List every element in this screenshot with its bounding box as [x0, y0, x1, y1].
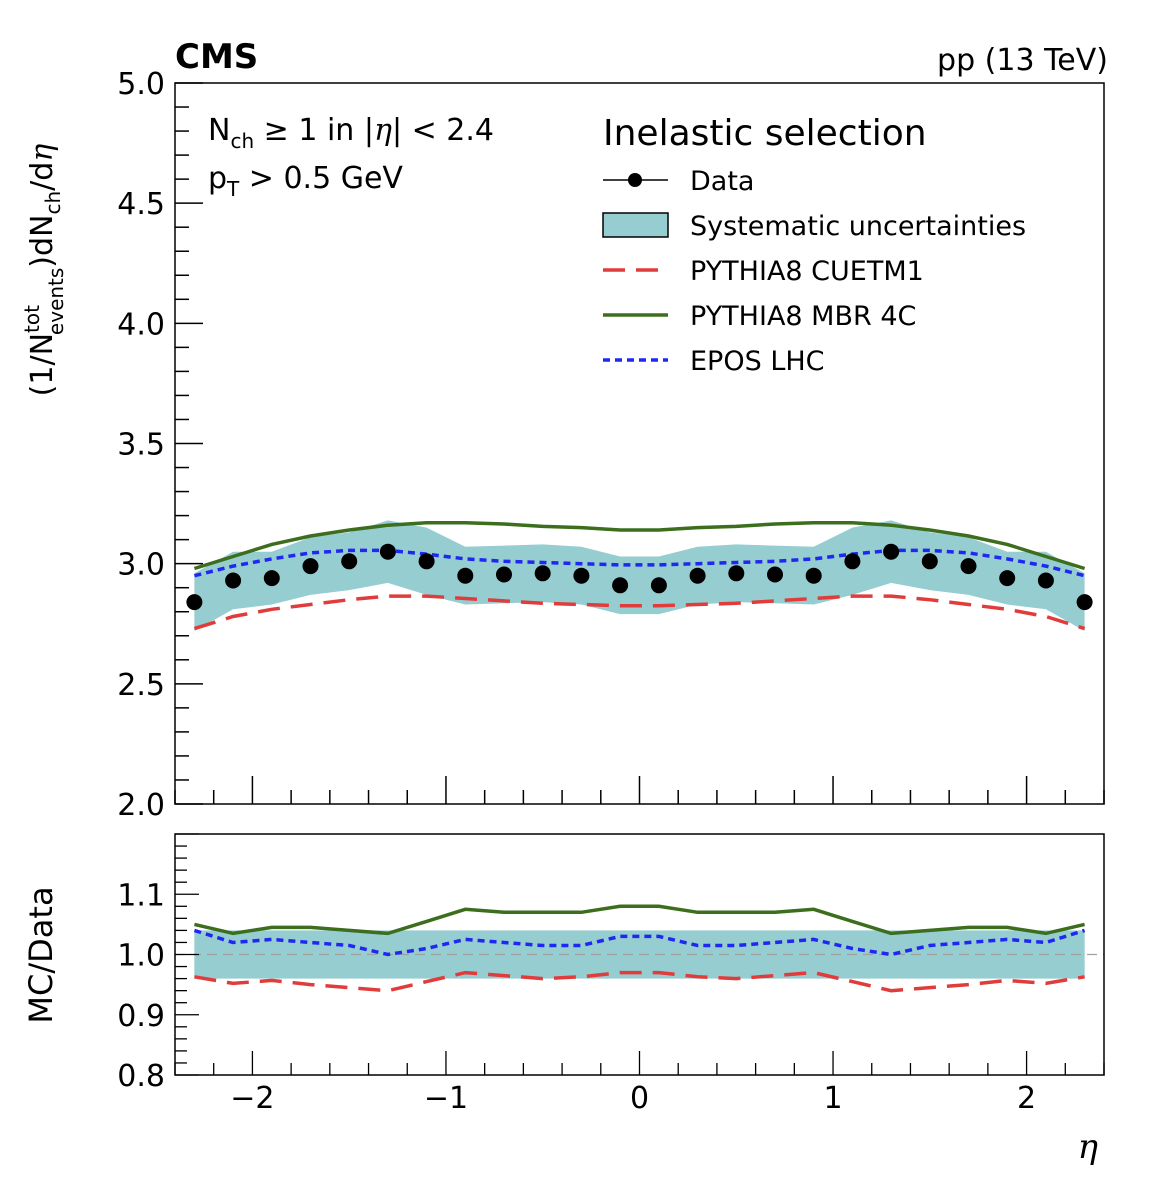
legend-entry-mbr4c: PYTHIA8 MBR 4C: [603, 301, 916, 332]
data-point: [728, 565, 745, 582]
data-point: [457, 567, 474, 584]
ylabel-sup: tot: [20, 305, 44, 333]
systematic-band-area: [194, 520, 1085, 631]
legend-epos-label: EPOS LHC: [690, 346, 825, 377]
legend-entry-epos: EPOS LHC: [603, 346, 825, 377]
x-tick-label: −1: [424, 1081, 468, 1116]
legend-title: Inelastic selection: [603, 113, 927, 154]
y-tick-label: 4.5: [117, 187, 165, 222]
data-point: [534, 565, 551, 582]
data-points: [186, 543, 1093, 611]
data-point: [1076, 594, 1093, 611]
x-tick-label: 2: [1017, 1081, 1036, 1116]
energy-label: pp (13 TeV): [937, 43, 1108, 78]
y-tick-label: 5.0: [117, 67, 165, 102]
legend-band-swatch: [602, 212, 669, 238]
ylabel-sub2: ch: [41, 191, 65, 215]
ratio-cuetm1-curve: [194, 970, 1085, 993]
ratio-mbr4c-curve: [194, 904, 1085, 936]
y-tick-label: 2.0: [117, 788, 165, 823]
legend-entry-data: Data: [603, 166, 754, 197]
legend-data-label: Data: [690, 166, 754, 197]
data-point: [883, 543, 900, 560]
data-point: [379, 543, 396, 560]
ratio-axis-ticks: 0.8 0.9 1.0 1.1: [117, 833, 1105, 1094]
data-point: [496, 566, 512, 583]
experiment-label: CMS: [175, 37, 258, 77]
ratio-y-tick-label: 0.8: [117, 1059, 165, 1094]
data-point: [921, 553, 938, 570]
data-point: [418, 553, 435, 570]
x-tick-label: −2: [230, 1081, 274, 1116]
ratio-y-tick-label: 1.0: [117, 939, 165, 974]
legend-entry-systematics: Systematic uncertainties: [602, 211, 1026, 242]
legend-entry-cuetm1: PYTHIA8 CUETM1: [603, 256, 924, 287]
ratio-epos-curve: [193, 928, 1086, 957]
ylabel-sub: events: [44, 268, 68, 335]
x-tick-label: 1: [823, 1081, 842, 1116]
ratio-panel: 0.8 0.9 1.0 1.1: [117, 833, 1105, 1094]
data-point: [341, 553, 358, 570]
x-tick-label: 0: [630, 1081, 649, 1116]
ratio-panel-frame: [174, 833, 1105, 1076]
ratio-model-curves: [193, 904, 1086, 993]
data-point: [186, 594, 203, 611]
data-point: [302, 558, 319, 575]
data-point: [263, 570, 280, 587]
mbr4c-curve: [193, 521, 1086, 571]
data-point: [844, 553, 861, 570]
legend-data-marker: [628, 173, 642, 187]
svg-text:(1/Ntotevents)dNch/dη: (1/Ntotevents)dNch/dη: [20, 144, 68, 397]
ylabel-close: /d: [25, 162, 60, 191]
data-point: [225, 572, 242, 589]
y-tick-label: 3.5: [117, 428, 165, 463]
data-point: [1037, 572, 1054, 589]
y-tick-label: 3.0: [117, 548, 165, 583]
data-point: [650, 577, 667, 594]
ratio-y-axis-label: MC/Data: [22, 886, 60, 1023]
top-panel-frame: [174, 82, 1105, 805]
legend: Inelastic selection Data Systematic unce…: [602, 113, 1026, 377]
legend-systematics-label: Systematic uncertainties: [690, 211, 1026, 242]
x-tick-labels: −2 −1 0 1 2: [230, 1081, 1036, 1116]
data-point: [999, 570, 1016, 587]
legend-mbr4c-label: PYTHIA8 MBR 4C: [690, 301, 916, 332]
y-tick-label: 4.0: [117, 307, 165, 342]
epos-curve: [193, 548, 1086, 578]
data-point: [805, 567, 822, 584]
top-axis-ticks: 2.0 2.5 3.0 3.5 4.0 4.5 5.0: [117, 67, 1105, 823]
top-y-axis-label: (1/Ntotevents)dNch/dη: [20, 144, 68, 397]
systematic-band: [194, 520, 1085, 631]
data-point: [767, 566, 783, 583]
ylabel-mid: )dN: [25, 214, 60, 267]
data-point: [689, 567, 706, 584]
selection-text: Nch ≥ 1 in |η| < 2.4 pT > 0.5 GeV: [208, 113, 494, 201]
legend-cuetm1-label: PYTHIA8 CUETM1: [690, 256, 924, 287]
selection-line-1: Nch ≥ 1 in |η| < 2.4: [208, 113, 494, 153]
ylabel-eta: η: [25, 144, 60, 162]
x-axis-label: η: [1078, 1127, 1099, 1167]
ylabel-open: (1/N: [25, 333, 60, 396]
selection-line-2: pT > 0.5 GeV: [208, 161, 403, 201]
cuetm1-curve: [193, 594, 1086, 631]
y-tick-label: 2.5: [117, 668, 165, 703]
top-panel: 2.0 2.5 3.0 3.5 4.0 4.5 5.0: [117, 67, 1105, 823]
data-point: [960, 558, 977, 575]
top-model-curves: [193, 521, 1086, 631]
ratio-y-tick-label: 1.1: [117, 878, 165, 913]
data-point: [612, 577, 629, 594]
data-point: [573, 567, 590, 584]
ratio-y-tick-label: 0.9: [117, 999, 165, 1034]
